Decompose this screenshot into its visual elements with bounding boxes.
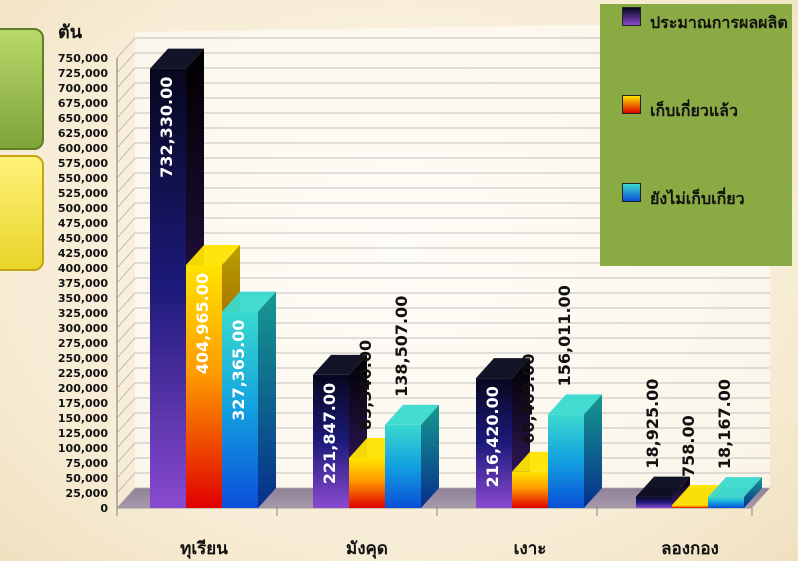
y-tick-label: 125,000 (58, 427, 108, 440)
y-tick-label: 425,000 (58, 247, 108, 260)
y-tick-label: 675,000 (58, 97, 108, 110)
legend-item-harvested: เก็บเกี่ยวแล้ว (622, 92, 790, 130)
green-side-tab (0, 28, 44, 150)
data-label: 216,420.00 (483, 386, 502, 487)
legend-label: ประมาณการผลผลิต (650, 13, 788, 32)
bar (708, 477, 762, 508)
gridline (116, 52, 770, 74)
y-tick-label: 650,000 (58, 112, 108, 125)
navy-purple-swatch-icon (622, 7, 641, 26)
y-tick-label: 275,000 (58, 337, 108, 350)
bar (385, 404, 439, 508)
gridline (116, 382, 770, 404)
y-tick-label: 625,000 (58, 127, 108, 140)
y-tick-label: 250,000 (58, 352, 108, 365)
y-axis-tick-labels: 0 25,000 50,000 75,000 100,000 125,000 150,000… (58, 52, 108, 515)
bars (150, 48, 762, 509)
chart-floor (117, 488, 770, 508)
y-tick-label: 100,000 (58, 442, 108, 455)
x-axis-tick-labels: ทุเรียน มังคุด เงาะ ลองกอง (116, 508, 753, 559)
gridline (116, 112, 770, 134)
y-tick-label: 600,000 (58, 142, 108, 155)
y-tick-label: 150,000 (58, 412, 108, 425)
gridline (116, 97, 770, 119)
legend-label: ยังไม่เก็บเกี่ยว (650, 189, 745, 208)
data-label: 18,925.00 (643, 379, 662, 469)
y-tick-label: 700,000 (58, 82, 108, 95)
y-tick-label: 500,000 (58, 202, 108, 215)
data-label: 156,011.00 (555, 285, 574, 386)
y-axis-label: ตัน (58, 22, 83, 43)
y-tick-label: 375,000 (58, 277, 108, 290)
data-label: 404,965.00 (193, 273, 212, 374)
data-label: 18,167.00 (715, 379, 734, 469)
y-tick-label: 25,000 (66, 487, 109, 500)
y-tick-label: 175,000 (58, 397, 108, 410)
data-label: 138,507.00 (392, 296, 411, 397)
gridline (116, 307, 770, 329)
y-tick-label: 325,000 (58, 307, 108, 320)
y-tick-label: 0 (100, 502, 108, 515)
gridline (116, 247, 770, 269)
y-tick-label: 200,000 (58, 382, 108, 395)
gridline (116, 352, 770, 374)
data-label: 732,330.00 (157, 77, 176, 178)
gridline (116, 217, 770, 239)
yellow-red-swatch-icon (622, 95, 641, 114)
gridline (116, 37, 770, 59)
gridline (116, 337, 770, 359)
gridline (116, 277, 770, 299)
data-label: 327,365.00 (229, 320, 248, 421)
x-tick-label: ทุเรียน (180, 538, 228, 559)
data-label: 758.00 (679, 415, 698, 477)
y-tick-label: 50,000 (66, 472, 109, 485)
legend-label: เก็บเกี่ยวแล้ว (650, 101, 738, 120)
gridline (116, 82, 770, 104)
legend-item-estimate: ประมาณการผลผลิต (622, 4, 790, 42)
bar (548, 394, 602, 508)
gridline (116, 397, 770, 419)
gridline (116, 187, 770, 209)
data-label: 221,847.00 (320, 383, 339, 484)
y-tick-label: 75,000 (66, 457, 109, 470)
yellow-side-tab (0, 155, 44, 271)
y-tick-label: 525,000 (58, 187, 108, 200)
gridline (116, 202, 770, 224)
gridline (116, 142, 770, 164)
data-labels: 732,330.00 404,965.00 327,365.00 221,847.00… (157, 77, 734, 488)
x-tick-label: เงาะ (514, 539, 547, 559)
y-tick-label: 750,000 (58, 52, 108, 65)
gridline (116, 292, 770, 314)
y-tick-label: 400,000 (58, 262, 108, 275)
gridlines (116, 37, 770, 509)
y-tick-label: 575,000 (58, 157, 108, 170)
gridline (116, 172, 770, 194)
legend: ประมาณการผลผลิต เก็บเกี่ยวแล้ว ยังไม่เก็… (600, 4, 792, 266)
gridline (116, 262, 770, 284)
y-tick-label: 550,000 (58, 172, 108, 185)
y-tick-label: 725,000 (58, 67, 108, 80)
x-tick-label: มังคุด (346, 539, 388, 559)
x-tick-label: ลองกอง (661, 539, 719, 559)
y-tick-label: 450,000 (58, 232, 108, 245)
y-tick-label: 300,000 (58, 322, 108, 335)
cyan-blue-swatch-icon (622, 183, 641, 202)
gridline (116, 232, 770, 254)
legend-item-not-harvested: ยังไม่เก็บเกี่ยว (622, 180, 790, 218)
gridline (116, 67, 770, 89)
gridline (116, 367, 770, 389)
gridline (116, 322, 770, 344)
gridline (116, 157, 770, 179)
y-tick-label: 475,000 (58, 217, 108, 230)
data-label: 60,409.00 (519, 354, 538, 444)
bar (222, 291, 276, 508)
y-tick-label: 225,000 (58, 367, 108, 380)
data-label: 83,340.00 (356, 340, 375, 430)
y-tick-label: 350,000 (58, 292, 108, 305)
gridline (116, 127, 770, 149)
